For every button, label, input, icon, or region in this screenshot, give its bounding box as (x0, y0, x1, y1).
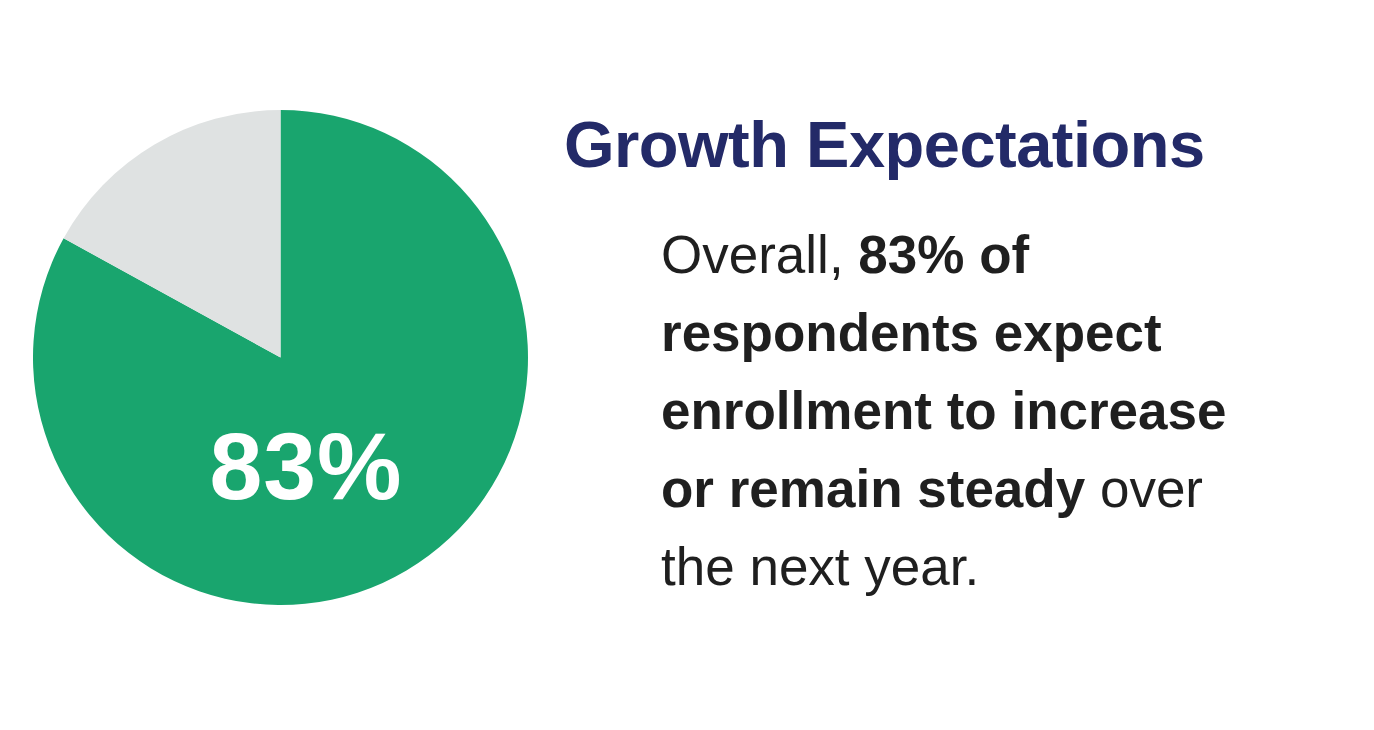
body-text-regular: Overall, (661, 225, 858, 284)
body-text-line: respondents expect (661, 294, 1371, 372)
body-text-bold: respondents expect (661, 303, 1162, 362)
body-text-bold: 83% of (858, 225, 1029, 284)
text-column: Growth Expectations Overall, 83% of respo… (0, 0, 1374, 730)
body-text-line: or remain steady over (661, 450, 1371, 528)
infographic-canvas: 83% Growth Expectations Overall, 83% ofr… (0, 0, 1374, 730)
body-text-regular: over (1085, 459, 1203, 518)
body-text-line: the next year. (661, 528, 1371, 606)
body-text-regular: the next year. (661, 537, 979, 596)
body-text-bold: enrollment to increase (661, 381, 1227, 440)
body-text-line: enrollment to increase (661, 372, 1371, 450)
body-text-bold: or remain steady (661, 459, 1085, 518)
body-paragraph: Overall, 83% of respondents expect enrollm… (661, 216, 1371, 606)
body-text-line: Overall, 83% of (661, 216, 1371, 294)
chart-title: Growth Expectations (564, 112, 1205, 177)
